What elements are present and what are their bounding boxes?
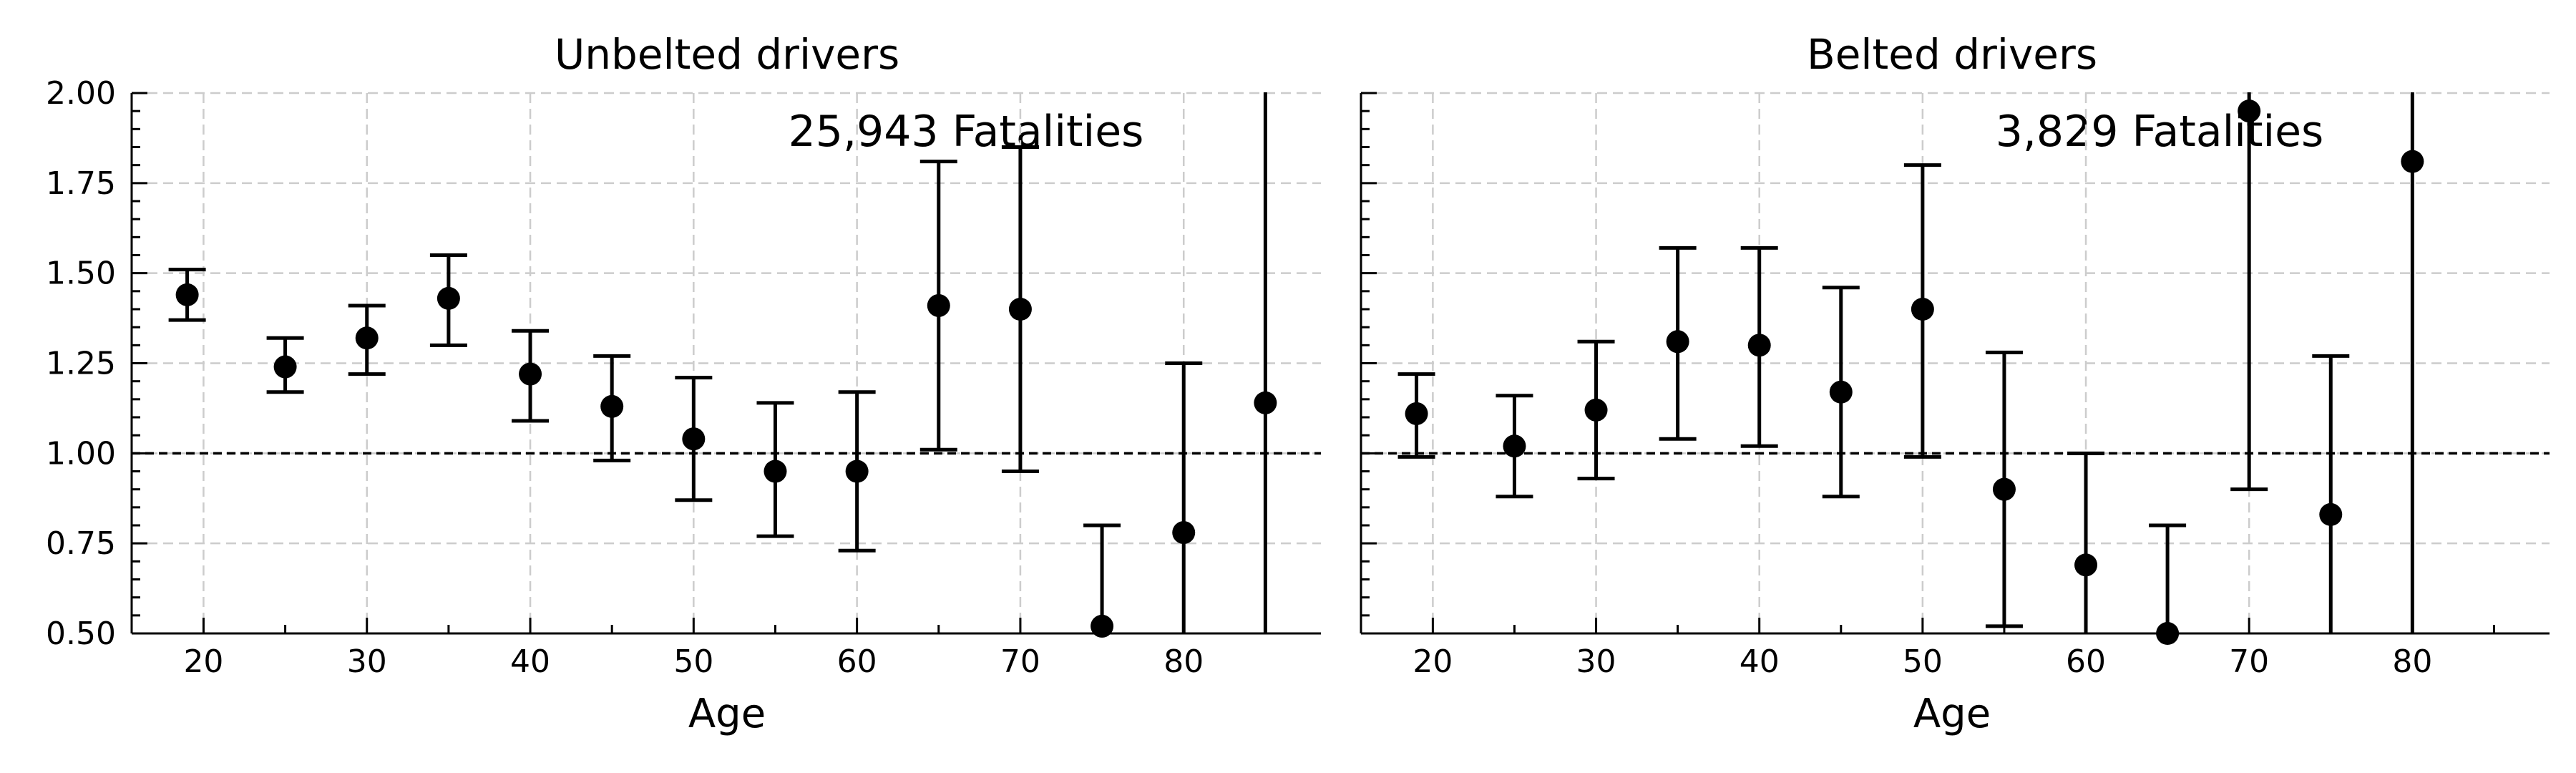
y-tick-label: 0.50 <box>46 616 116 652</box>
panel-unbelted: Unbelted drivers 25,943 Fatalities Age 2… <box>46 30 1321 737</box>
x-tick-label: 60 <box>2066 643 2106 680</box>
data-series <box>1397 92 2414 634</box>
x-tick-label: 50 <box>1903 643 1943 680</box>
x-tick-label: 50 <box>673 643 713 680</box>
data-point <box>519 362 542 386</box>
data-point <box>1584 398 1608 422</box>
data-point <box>1911 298 1934 321</box>
data-point <box>2156 622 2180 645</box>
x-tick-label: 80 <box>2392 643 2432 680</box>
panel-belted: Belted drivers 3,829 Fatalities Age 20 30… <box>1360 30 2550 737</box>
y-tick-label: 0.75 <box>46 525 116 562</box>
y-tick-label: 1.00 <box>46 435 116 472</box>
y-tick-label: 1.50 <box>46 256 116 292</box>
plot-area: 20 30 40 50 60 70 80 0.50 0.75 1.00 1.25 1.50 1.75 2.… <box>46 75 1321 680</box>
fatalities-annotation: 25,943 Fatalities <box>789 107 1144 157</box>
data-point <box>1172 521 1196 545</box>
chart-title: Belted drivers <box>1807 30 2097 79</box>
data-point <box>1091 614 1114 638</box>
x-tick-label: 30 <box>347 643 387 680</box>
x-tick-label: 40 <box>1740 643 1780 680</box>
data-point <box>682 427 706 451</box>
y-tick-label: 2.00 <box>46 75 116 112</box>
data-point <box>1405 402 1428 425</box>
x-tick-label: 40 <box>510 643 550 680</box>
data-point <box>175 283 199 306</box>
x-tick-label: 70 <box>2229 643 2269 680</box>
data-point <box>355 326 379 350</box>
data-point <box>763 460 787 483</box>
data-point <box>1254 391 1277 414</box>
data-point <box>273 355 297 379</box>
y-tick-label: 1.75 <box>46 165 116 202</box>
chart-title: Unbelted drivers <box>555 30 899 79</box>
x-tick-label: 30 <box>1576 643 1616 680</box>
x-tick-label: 60 <box>837 643 877 680</box>
data-point <box>1829 380 1853 404</box>
x-axis-label: Age <box>688 691 766 737</box>
y-tick-label: 1.25 <box>46 346 116 382</box>
data-point <box>927 293 950 317</box>
data-point <box>1992 477 2016 501</box>
data-point <box>2238 99 2261 123</box>
data-point <box>436 286 460 310</box>
data-point <box>1008 298 1032 321</box>
data-point <box>845 460 869 483</box>
x-tick-label: 20 <box>1413 643 1453 680</box>
data-point <box>2401 150 2424 173</box>
data-point <box>1503 434 1526 458</box>
x-tick-label: 80 <box>1163 643 1204 680</box>
data-point <box>600 394 624 418</box>
x-axis-label: Age <box>1913 691 1991 737</box>
data-point <box>2319 502 2343 526</box>
data-point <box>1747 334 1771 357</box>
data-point <box>1666 330 1689 354</box>
x-tick-label: 70 <box>1000 643 1040 680</box>
data-point <box>2074 553 2098 577</box>
plot-area: 20 30 40 50 60 70 80 <box>1360 92 2550 680</box>
x-tick-label: 20 <box>183 643 223 680</box>
fatalities-annotation: 3,829 Fatalities <box>1996 107 2324 157</box>
